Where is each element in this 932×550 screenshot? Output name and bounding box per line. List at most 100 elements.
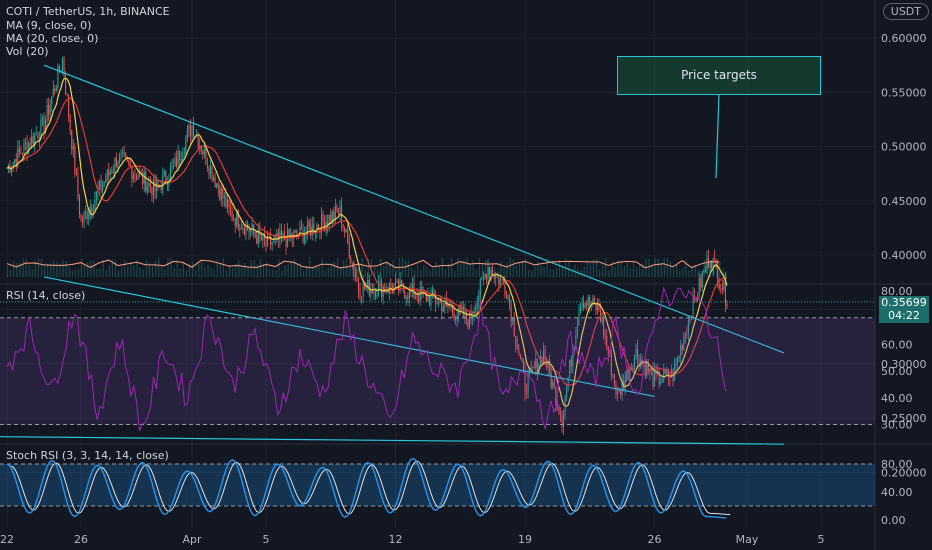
time-tick-label: May: [736, 533, 759, 546]
candle: [495, 274, 497, 279]
candle: [18, 148, 20, 153]
candle: [359, 291, 361, 298]
candle: [664, 369, 666, 374]
candle: [200, 145, 202, 152]
price-tick-label: 0.30000: [881, 358, 927, 371]
candle: [596, 303, 598, 311]
volume-bar: [632, 261, 635, 277]
time-tick-label: 5: [818, 533, 825, 546]
candle: [34, 134, 36, 145]
candle: [415, 296, 417, 298]
candle: [361, 296, 363, 298]
candle: [265, 239, 267, 246]
candle: [513, 318, 515, 337]
candle: [407, 296, 409, 299]
volume-bar: [278, 259, 280, 277]
volume-bar: [417, 265, 419, 277]
volume-bar: [124, 260, 126, 277]
candle: [579, 306, 582, 312]
price-targets-box[interactable]: Price targets: [617, 56, 821, 95]
candle: [655, 370, 657, 374]
candle: [330, 215, 332, 223]
candle: [428, 295, 430, 305]
candle: [459, 305, 461, 310]
candle: [510, 304, 512, 322]
candle: [613, 374, 615, 384]
candle: [38, 138, 40, 140]
currency-button[interactable]: USDT: [882, 3, 929, 20]
candle: [467, 319, 469, 328]
candle: [176, 157, 178, 167]
candle: [271, 242, 273, 245]
candle: [527, 373, 529, 393]
candle: [302, 229, 304, 243]
rsi-tick-label: 60.00: [881, 338, 913, 351]
volume-bar: [346, 258, 348, 277]
candle: [612, 374, 614, 376]
volume-bar: [534, 266, 536, 277]
candle: [253, 224, 255, 233]
volume-bar: [299, 263, 302, 277]
volume-ma-line: [6, 259, 720, 269]
candle: [381, 280, 383, 297]
candle: [100, 181, 102, 191]
candle: [88, 214, 90, 219]
candle: [248, 229, 250, 232]
candle: [680, 344, 682, 356]
symbol-title: COTI / TetherUS, 1h, BINANCE: [6, 5, 170, 18]
volume-bar: [509, 257, 511, 277]
candle: [220, 188, 222, 200]
candle: [581, 302, 583, 307]
volume-bar: [435, 261, 437, 277]
candle: [280, 230, 282, 238]
candle: [427, 295, 429, 302]
volume-bar: [173, 267, 175, 277]
volume-bar: [315, 265, 317, 277]
candle: [139, 172, 141, 178]
candle: [712, 258, 714, 269]
candle: [317, 224, 319, 229]
candle: [473, 311, 475, 317]
candle: [274, 236, 276, 239]
volume-bar: [225, 270, 228, 277]
volume-bar: [472, 260, 474, 277]
volume-bar: [651, 266, 653, 277]
candle: [711, 262, 713, 269]
candle: [669, 377, 671, 379]
candle: [102, 185, 104, 191]
volume-bar: [555, 268, 558, 277]
candle: [165, 171, 167, 182]
candle: [334, 206, 336, 220]
volume-bar: [592, 259, 595, 277]
candle: [547, 360, 549, 368]
candle: [177, 150, 179, 167]
candle: [478, 296, 480, 301]
volume-bar: [118, 270, 120, 277]
volume-bar: [44, 263, 46, 277]
volume-bar: [574, 264, 576, 277]
candle: [199, 145, 201, 148]
candle: [55, 87, 57, 92]
candle: [505, 293, 508, 298]
candle: [382, 287, 384, 297]
candle: [723, 280, 725, 291]
volume-bar: [16, 262, 18, 277]
volume-bar: [697, 269, 699, 277]
volume-bar: [620, 260, 622, 277]
candle: [267, 234, 269, 246]
candle: [162, 175, 164, 191]
candle: [692, 295, 694, 320]
candle: [91, 207, 93, 212]
volume-bar: [586, 259, 588, 277]
candle: [254, 232, 256, 237]
volume-bar: [605, 258, 607, 277]
volume-bar: [327, 267, 329, 277]
candle: [63, 58, 65, 77]
volume-bar: [321, 258, 323, 277]
price-target-connector: [715, 93, 720, 179]
candle: [509, 296, 511, 305]
price-tick-label: 0.20000: [881, 466, 927, 479]
candle: [328, 215, 330, 226]
volume-bar: [90, 259, 92, 277]
time-tick-label: 19: [518, 533, 532, 546]
